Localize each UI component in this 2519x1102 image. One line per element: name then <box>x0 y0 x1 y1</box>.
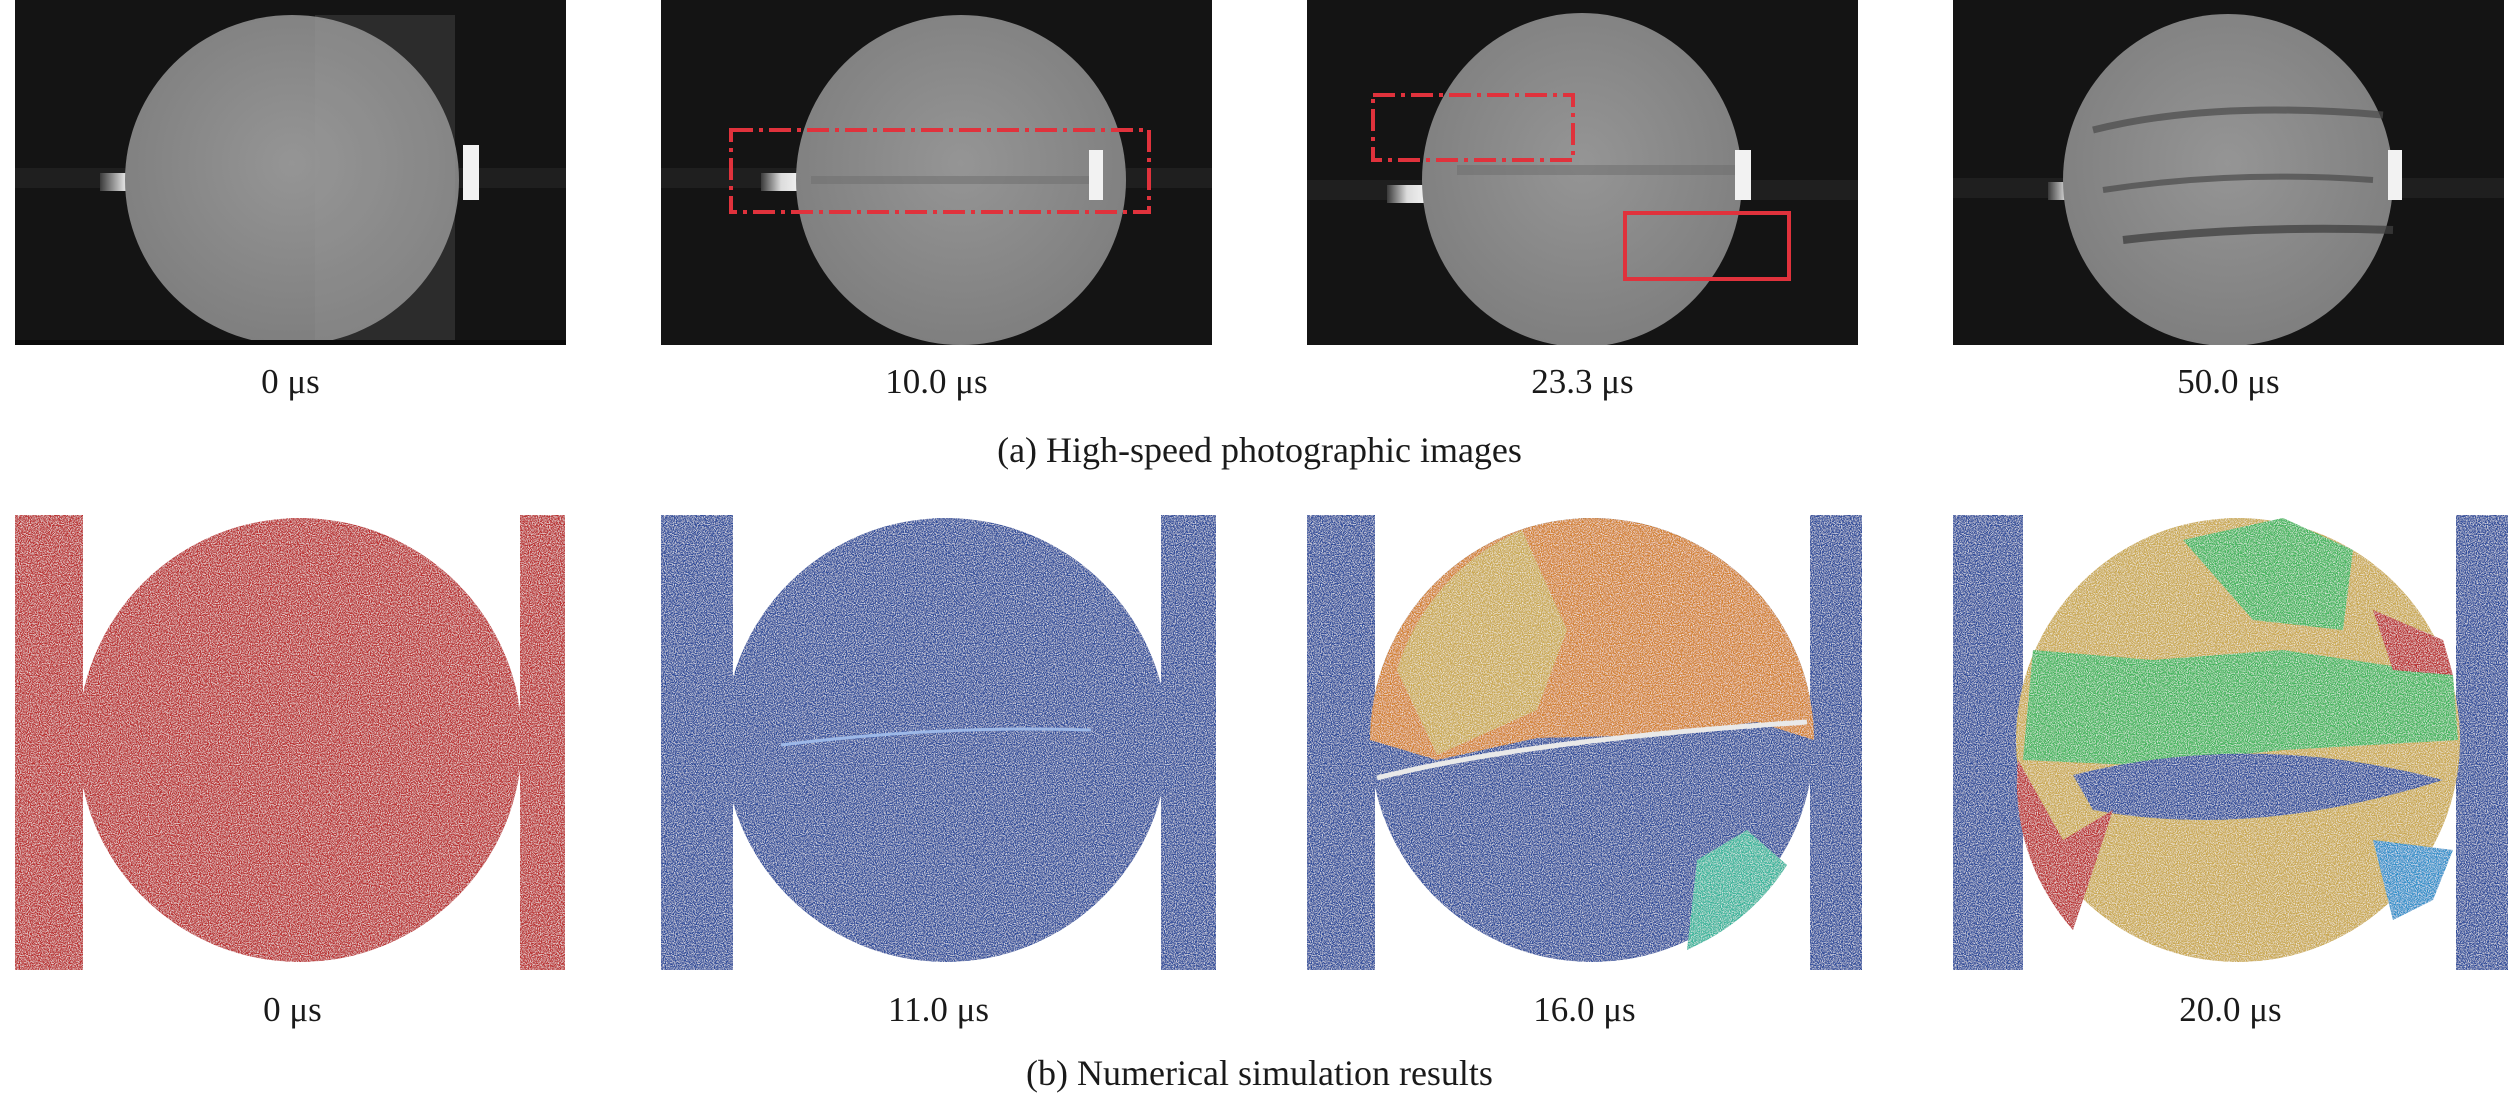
row-a-caption: (a) High-speed photographic images <box>997 430 1522 470</box>
simulation-frame-4 <box>1953 510 2508 970</box>
photo-frame-4 <box>1953 0 2504 345</box>
simulation-time-label-2: 11.0 μs <box>887 990 990 1029</box>
photo-time-label-2: 10.0 μs <box>885 362 988 401</box>
row-b-caption: (b) Numerical simulation results <box>1026 1053 1493 1093</box>
simulation-frame-2 <box>661 510 1216 970</box>
simulation-time-label-4: 20.0 μs <box>2179 990 2282 1029</box>
photo-time-label-4: 50.0 μs <box>2177 362 2280 401</box>
photo-frame-1 <box>15 0 566 345</box>
fracture-highlight-box-upper <box>1371 93 1575 162</box>
simulation-frame-3 <box>1307 510 1862 970</box>
photo-frame-2 <box>661 0 1212 345</box>
simulation-time-label-3: 16.0 μs <box>1533 990 1636 1029</box>
simulation-frame-1 <box>15 510 570 970</box>
photo-time-label-1: 0 μs <box>261 362 320 401</box>
crack-highlight-box <box>729 128 1151 214</box>
photo-time-label-3: 23.3 μs <box>1531 362 1634 401</box>
photo-frame-3 <box>1307 0 1858 345</box>
simulation-time-label-1: 0 μs <box>263 990 322 1029</box>
fracture-highlight-box-lower <box>1623 211 1791 281</box>
